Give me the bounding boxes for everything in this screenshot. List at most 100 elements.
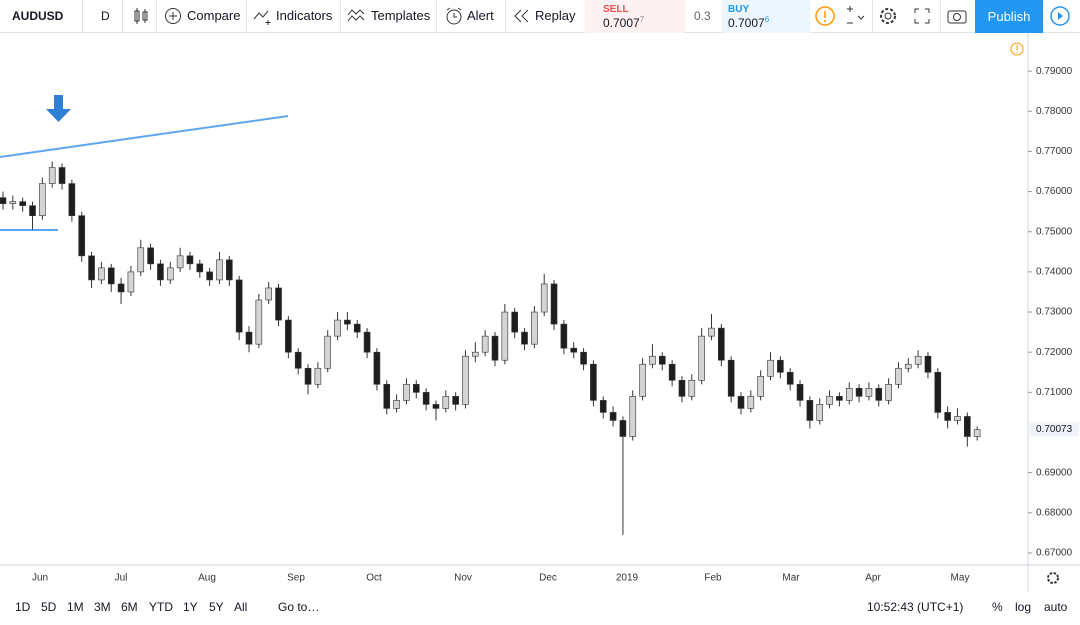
x-tick-label: Mar — [782, 573, 800, 584]
chart: 0.79000 0.78000 0.77000 0.76000 0.75000 0.740… — [0, 33, 1080, 592]
snapshot-icon[interactable] — [946, 7, 968, 39]
chart-style-icon[interactable] — [132, 7, 150, 39]
percent-toggle[interactable]: % — [992, 600, 1003, 614]
candle-body — [491, 335, 499, 361]
alert-marker[interactable] — [1010, 42, 1024, 56]
candle-body — [619, 420, 627, 437]
range-button[interactable]: YTD — [149, 600, 173, 614]
candle-body — [58, 167, 66, 184]
y-tick-label: 0.75000 — [1036, 226, 1073, 237]
candle-body — [954, 416, 961, 421]
range-button[interactable]: 1M — [67, 600, 84, 614]
candle-body — [481, 335, 489, 353]
auto-toggle[interactable]: auto — [1044, 600, 1068, 614]
settings-icon[interactable] — [878, 6, 898, 38]
candle-body — [826, 396, 833, 405]
candle-body — [412, 384, 420, 393]
candle-body — [19, 201, 26, 206]
interval[interactable]: D — [101, 9, 110, 23]
templates-button[interactable]: Templates — [371, 8, 431, 23]
candle-body — [265, 287, 272, 301]
templates-icon[interactable] — [347, 7, 367, 39]
separator — [940, 0, 941, 32]
candle-body — [924, 355, 932, 373]
goto-button[interactable]: Go to… — [278, 600, 320, 614]
candle-body — [521, 331, 528, 345]
separator — [340, 0, 341, 32]
axis-settings-icon[interactable] — [1047, 572, 1059, 584]
candle-body — [944, 412, 951, 421]
range-button[interactable]: 5D — [41, 600, 57, 614]
sell-pip: 7 — [639, 15, 645, 24]
candle-body — [432, 404, 440, 409]
candle-body — [393, 400, 400, 409]
candle-body — [78, 215, 86, 257]
y-tick-label: 0.72000 — [1036, 347, 1073, 358]
candle-body — [48, 167, 56, 184]
log-toggle[interactable]: log — [1015, 600, 1032, 614]
indicators-button[interactable]: Indicators — [276, 8, 333, 23]
separator — [156, 0, 157, 32]
separator — [872, 0, 873, 32]
compare-icon[interactable] — [164, 7, 182, 39]
candle-body — [275, 287, 282, 321]
candle-body — [885, 384, 892, 401]
alert-icon[interactable] — [444, 6, 464, 38]
symbol[interactable]: AUDUSD — [12, 9, 64, 23]
candle-body — [531, 311, 538, 345]
info-icon[interactable] — [814, 5, 836, 37]
y-tick-label: 0.68000 — [1036, 507, 1073, 518]
compare-button[interactable]: Compare — [187, 8, 241, 23]
candle-body — [0, 197, 7, 204]
publish-button[interactable]: Publish — [975, 0, 1043, 33]
range-button[interactable]: 6M — [121, 600, 138, 614]
trend-line[interactable] — [0, 115, 289, 158]
range-button[interactable]: 1D — [15, 600, 31, 614]
candle-body — [285, 319, 292, 353]
y-tick-label: 0.78000 — [1036, 106, 1073, 117]
separator — [505, 0, 506, 32]
candle-body — [137, 247, 145, 273]
replay-button[interactable]: Replay — [535, 8, 576, 23]
candle-body — [580, 351, 587, 365]
y-tick-label: 0.76000 — [1036, 186, 1073, 197]
candle-body — [294, 351, 302, 369]
candle-body — [501, 311, 509, 361]
buy-price: 0.70076 — [728, 15, 769, 30]
sell-price: 0.70077 — [603, 15, 645, 30]
candle-body — [964, 416, 971, 437]
range-button[interactable]: 3M — [94, 600, 111, 614]
fullscreen-icon[interactable] — [913, 7, 931, 39]
candle-body — [540, 283, 548, 313]
play-icon[interactable] — [1049, 5, 1071, 37]
sell-price-main: 0.7007 — [603, 16, 640, 30]
arrow-marker[interactable] — [46, 95, 71, 122]
range-button[interactable]: 5Y — [209, 600, 224, 614]
candle-body — [816, 404, 824, 421]
candle-body — [609, 412, 617, 421]
candle-body — [806, 400, 814, 421]
candle-body — [727, 359, 735, 397]
y-tick-label: 0.69000 — [1036, 467, 1073, 478]
range-button[interactable]: All — [234, 600, 248, 614]
replay-icon[interactable] — [513, 8, 531, 40]
indicators-icon[interactable] — [253, 7, 273, 39]
sell-label: SELL — [603, 4, 629, 15]
candle-body — [88, 255, 95, 281]
y-tick-label: 0.71000 — [1036, 387, 1073, 398]
alert-button[interactable]: Alert — [467, 8, 494, 23]
zoom-icon[interactable] — [844, 3, 868, 35]
candle-body — [196, 263, 204, 273]
candle-body — [855, 388, 863, 397]
candle-body — [629, 396, 637, 437]
x-tick-label: Oct — [366, 573, 382, 584]
range-button[interactable]: 1Y — [183, 600, 198, 614]
candle-body — [678, 380, 686, 397]
buy-box[interactable]: BUY 0.70076 — [722, 0, 810, 33]
candle-body — [658, 355, 666, 365]
candle-body — [176, 255, 184, 269]
candle-body — [895, 367, 902, 385]
sell-box[interactable]: SELL 0.70077 — [585, 0, 685, 33]
x-tick-label: Sep — [287, 573, 305, 584]
